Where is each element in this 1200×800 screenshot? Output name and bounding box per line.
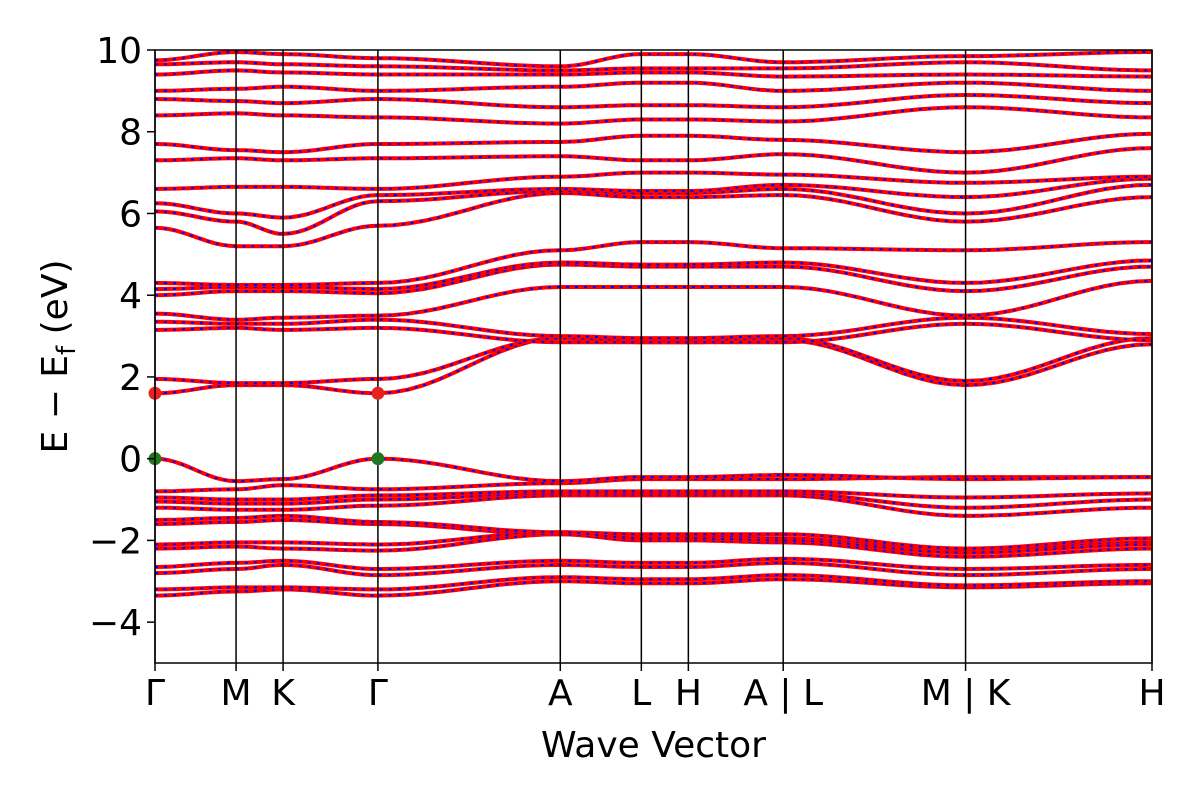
band-overlay-25 — [155, 147, 1153, 174]
band-overlay-24 — [155, 171, 1153, 190]
y-tick-label-5: 6 — [119, 194, 142, 235]
band-line-10 — [155, 489, 1153, 502]
y-axis-ticks: −4 −2 0 2 4 6 8 10 — [89, 31, 155, 644]
band-line-21 — [154, 190, 1153, 249]
y-axis-title-subscript: f — [52, 345, 82, 355]
y-tick-label-4: 4 — [119, 276, 142, 317]
plot-frame — [154, 49, 1153, 664]
band-overlay-1 — [155, 574, 1152, 591]
band-edge-marker-3 — [371, 452, 385, 466]
band-overlay-9 — [155, 492, 1153, 509]
x-tick-label-0: Γ — [145, 673, 165, 714]
band-overlay-12 — [154, 457, 1152, 483]
band-line-18 — [154, 262, 1153, 298]
band-overlay-7 — [154, 514, 1153, 554]
x-tick-label-2: K — [271, 673, 296, 714]
x-tick-label-8: M | K — [921, 673, 1012, 714]
band-overlay-21 — [154, 191, 1153, 248]
band-overlay-6 — [154, 519, 1153, 558]
band-overlay-5 — [155, 531, 1153, 550]
band-overlay-27 — [155, 106, 1153, 125]
band-overlay-3 — [154, 557, 1153, 571]
band-line-20 — [154, 240, 1153, 287]
x-axis-title: Wave Vector — [541, 725, 766, 766]
band-overlay-22 — [154, 183, 1153, 235]
x-tick-label-7: A | L — [743, 673, 823, 714]
high-symmetry-lines — [154, 50, 1153, 663]
band-overlay-15 — [155, 322, 1153, 344]
band-overlay-19 — [154, 259, 1153, 291]
band-overlay-8 — [155, 494, 1153, 517]
band-line-30 — [155, 68, 1153, 79]
band-overlay-32 — [154, 50, 1153, 68]
band-line-17 — [154, 278, 1153, 322]
band-line-27 — [155, 105, 1153, 126]
band-overlay-0 — [154, 578, 1153, 597]
y-tick-label-2: 0 — [119, 440, 142, 481]
band-line-13 — [154, 336, 1153, 396]
band-line-24 — [155, 170, 1153, 191]
y-axis-title-unit: (eV) — [35, 259, 76, 345]
band-overlay-2 — [154, 561, 1153, 577]
y-tick-label-3: 2 — [119, 358, 142, 399]
band-edge-marker-1 — [371, 386, 385, 400]
band-overlay-23 — [154, 177, 1153, 219]
band-line-14 — [155, 336, 1153, 386]
x-tick-label-9: H — [1138, 673, 1165, 714]
band-overlay-28 — [154, 93, 1153, 109]
y-tick-label-0: −4 — [89, 603, 142, 644]
band-line-26 — [154, 131, 1153, 155]
band-overlay-16 — [155, 316, 1153, 340]
x-tick-label-5: L — [631, 673, 651, 714]
band-line-28 — [154, 92, 1153, 110]
y-axis-title: E − Ef (eV) — [35, 259, 82, 453]
band-lines — [154, 49, 1153, 598]
y-axis-title-main: E − E — [35, 355, 76, 454]
band-overlay-29 — [154, 81, 1153, 92]
x-tick-label-6: H — [675, 673, 702, 714]
band-line-31 — [155, 60, 1153, 73]
x-tick-label-1: M — [221, 673, 252, 714]
y-tick-label-6: 8 — [119, 113, 142, 154]
x-tick-label-3: Γ — [368, 673, 388, 714]
y-tick-label-7: 10 — [96, 31, 142, 72]
x-tick-label-4: A — [548, 673, 573, 714]
y-tick-label-1: −2 — [89, 521, 142, 562]
band-overlay-26 — [154, 132, 1153, 154]
band-edge-markers — [148, 386, 385, 466]
